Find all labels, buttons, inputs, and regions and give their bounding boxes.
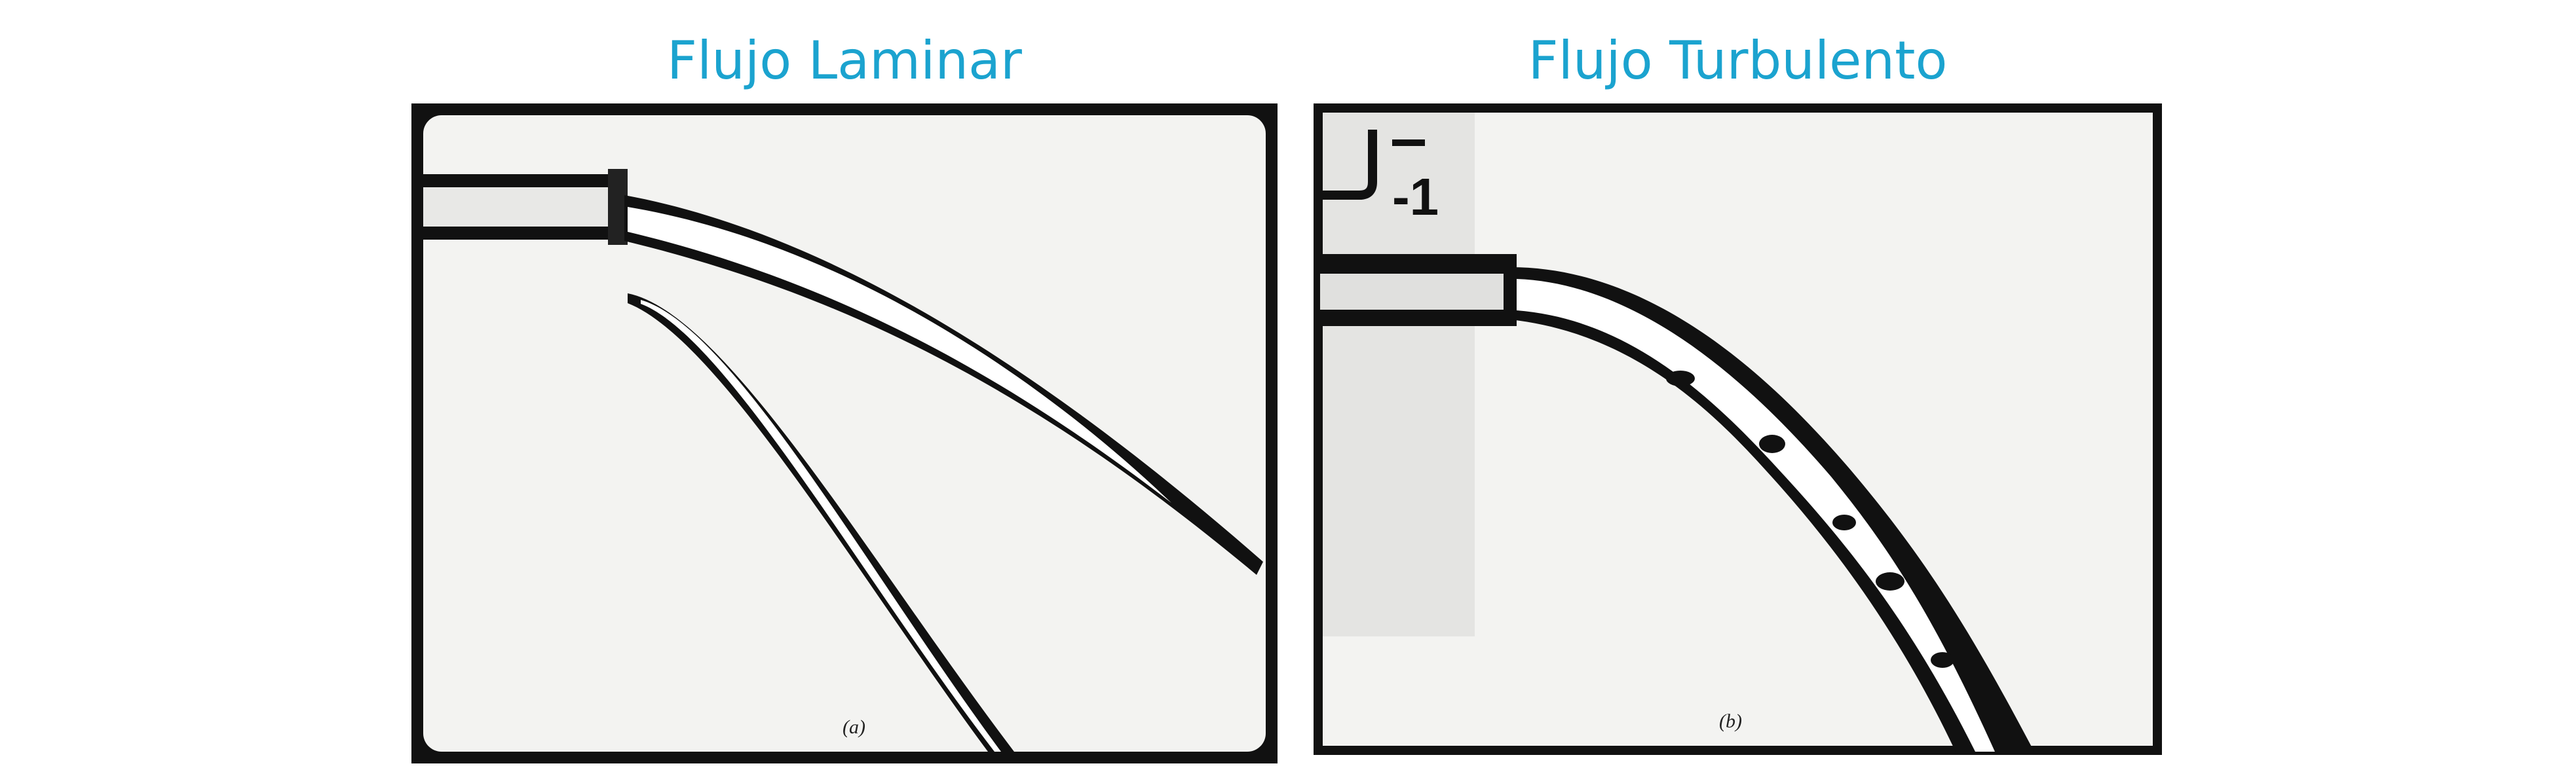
title-turbulent: Flujo Turbulento	[1528, 30, 1948, 91]
nozzle-pipe-bore	[1320, 274, 1504, 310]
caption-a: (a)	[843, 716, 865, 738]
eddy	[1666, 371, 1695, 386]
photo-background	[423, 115, 1266, 752]
title-laminar: Flujo Laminar	[667, 30, 1022, 91]
scale-board	[1323, 113, 1475, 636]
scale-mark: -1	[1392, 168, 1439, 226]
eddy	[1931, 652, 1954, 668]
eddy	[1832, 515, 1856, 530]
turbulent-jet	[1510, 267, 2034, 752]
laminar-flow-photo	[411, 103, 1278, 763]
laminar-jet-core	[628, 207, 1171, 503]
turbulent-flow-photo: -1	[1314, 103, 2162, 755]
eddy	[1759, 435, 1785, 453]
secondary-stream-core	[641, 300, 1001, 752]
eddy	[1876, 572, 1904, 591]
scale-bracket	[1323, 130, 1377, 200]
nozzle-pipe-bore	[423, 187, 620, 227]
caption-b: (b)	[1719, 710, 1742, 732]
